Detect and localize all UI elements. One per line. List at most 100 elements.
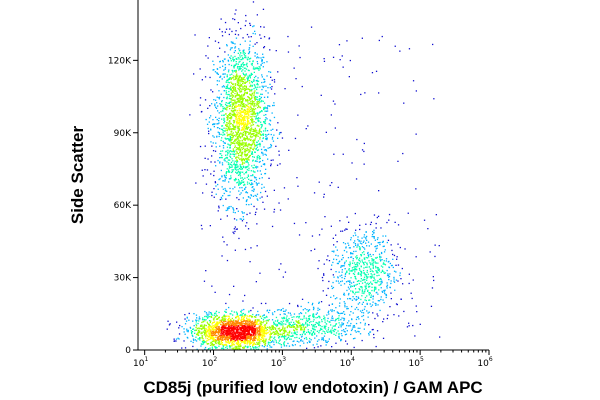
data-point <box>246 329 248 331</box>
data-point <box>206 321 208 323</box>
data-point <box>249 144 251 146</box>
data-point <box>242 95 245 97</box>
data-point <box>344 313 346 315</box>
data-point <box>300 305 302 308</box>
data-point <box>279 163 281 165</box>
data-point <box>346 270 348 272</box>
data-point <box>229 330 231 332</box>
data-point <box>233 142 235 144</box>
data-point <box>238 112 240 114</box>
data-point <box>347 242 349 244</box>
data-point <box>259 128 261 130</box>
data-point <box>333 330 335 333</box>
data-point <box>341 269 343 271</box>
data-point <box>331 346 333 348</box>
data-point <box>376 282 378 284</box>
data-point <box>231 323 233 325</box>
data-point <box>263 334 265 336</box>
data-point <box>258 120 260 123</box>
data-point <box>202 175 204 177</box>
data-point <box>354 330 356 332</box>
data-point <box>227 151 229 153</box>
data-point <box>253 329 255 331</box>
data-point <box>236 138 238 140</box>
data-point <box>323 318 325 320</box>
data-point <box>239 193 241 196</box>
data-point <box>361 339 363 342</box>
data-point <box>257 80 260 82</box>
data-point <box>247 79 249 81</box>
data-point <box>251 64 253 66</box>
data-point <box>229 322 232 324</box>
data-point <box>306 338 308 340</box>
data-point <box>223 325 225 327</box>
data-point <box>241 119 243 121</box>
data-point <box>349 281 351 283</box>
data-point <box>235 106 237 109</box>
data-point <box>237 75 239 77</box>
data-point <box>385 296 387 299</box>
data-point <box>250 136 252 138</box>
data-point <box>249 116 251 118</box>
data-point <box>234 83 236 85</box>
data-point <box>258 143 260 145</box>
data-point <box>203 330 205 332</box>
data-point <box>293 321 295 324</box>
data-point <box>313 307 315 309</box>
data-point <box>330 324 332 326</box>
data-point <box>243 159 246 162</box>
data-point <box>249 343 251 345</box>
data-point <box>260 121 262 123</box>
data-point <box>250 128 252 130</box>
data-point <box>362 262 365 264</box>
data-point <box>273 189 275 191</box>
data-point <box>361 243 363 245</box>
data-point <box>216 315 218 317</box>
data-point <box>211 328 214 331</box>
data-point <box>231 47 233 49</box>
data-point <box>261 93 263 95</box>
data-point <box>312 324 314 327</box>
data-point <box>352 296 354 298</box>
data-point <box>233 319 235 321</box>
data-point <box>231 317 233 320</box>
data-point <box>244 134 246 136</box>
data-point <box>223 86 225 88</box>
data-point <box>195 326 197 329</box>
data-point <box>195 314 198 316</box>
data-point <box>183 328 185 330</box>
data-point <box>327 311 329 314</box>
data-point <box>257 105 260 107</box>
data-point <box>245 68 248 70</box>
data-point <box>367 273 369 275</box>
data-point <box>228 315 230 317</box>
data-point <box>235 95 237 98</box>
data-point <box>211 327 213 329</box>
data-point <box>243 325 246 328</box>
data-point <box>253 339 255 342</box>
data-point <box>255 148 257 150</box>
data-point <box>228 126 230 128</box>
data-point <box>248 132 250 134</box>
data-point <box>210 312 213 314</box>
data-point <box>228 159 231 161</box>
data-point <box>206 343 208 345</box>
data-point <box>218 205 220 207</box>
data-point <box>349 297 351 300</box>
data-point <box>284 330 286 332</box>
data-point <box>252 124 255 126</box>
data-point <box>230 153 232 155</box>
data-point <box>207 316 210 318</box>
data-point <box>238 149 240 151</box>
data-point <box>377 315 379 317</box>
data-point <box>217 336 220 338</box>
data-point <box>317 316 319 319</box>
data-point <box>285 335 287 337</box>
data-point <box>354 276 357 278</box>
data-point <box>252 343 255 345</box>
data-point <box>251 153 254 155</box>
data-point <box>356 257 358 259</box>
data-point <box>296 326 299 328</box>
data-point <box>254 98 257 100</box>
data-point <box>231 30 233 33</box>
